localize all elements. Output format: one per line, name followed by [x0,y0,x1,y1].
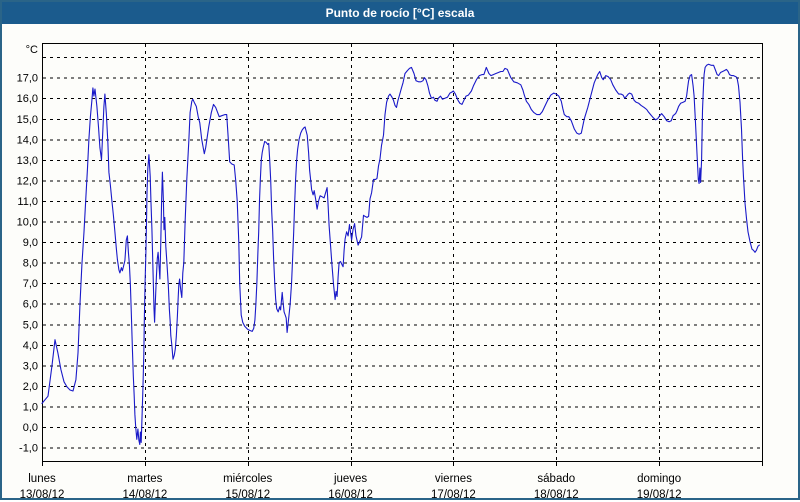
y-axis-tick-label: 3,0 [23,360,38,372]
y-axis-tick-label: 2,0 [23,381,38,393]
y-axis-tick-label: 7,0 [23,278,38,290]
y-axis-tick-label: 17,0 [17,73,38,85]
x-axis-date-label: 16/08/12 [328,489,373,501]
y-axis-tick-label: 16,0 [17,93,38,105]
y-axis-unit-label: °C [26,44,38,56]
y-axis-tick-label: 13,0 [17,155,38,167]
dew-point-series [41,63,760,446]
y-axis-tick-label: 12,0 [17,175,38,187]
y-axis-tick-label: 15,0 [17,114,38,126]
window-title: Punto de rocío [°C] escala [325,6,475,20]
y-axis: °C 17,0 16,0 15,0 14,0 13,0 12,0 11,0 10,0 9,0 8,0… [17,44,38,454]
x-axis-date-label: 17/08/12 [431,489,476,501]
x-axis-day-label: sábado [537,473,575,485]
x-axis-date-label: 19/08/12 [637,489,682,501]
dew-point-series-line [41,63,760,446]
plot-border [42,43,763,462]
y-axis-tick-label: 0,0 [23,422,38,434]
y-axis-tick-label: 10,0 [17,217,38,229]
plot-frame [42,43,763,462]
x-axis-date-label: 18/08/12 [534,489,579,501]
x-axis-day-label: domingo [637,473,681,485]
x-axis-day-label: lunes [28,473,56,485]
x-axis-date-label: 14/08/12 [122,489,167,501]
y-axis-tick-label: 1,0 [23,401,38,413]
y-axis-tick-label: 8,0 [23,258,38,270]
y-axis-tick-label: 6,0 [23,299,38,311]
y-axis-tick-label: -1,0 [19,443,38,455]
x-axis-day-label: martes [127,473,162,485]
x-axis-date-label: 13/08/12 [20,489,65,501]
x-axis-day-label: miércoles [223,473,272,485]
y-axis-tick-label: 14,0 [17,134,38,146]
x-axis-day-label: jueves [333,473,367,485]
title-bar: Punto de rocío [°C] escala [2,2,798,24]
x-axis: lunes 13/08/12 martes 14/08/12 miércoles 15/0… [20,461,763,501]
y-axis-tick-label: 4,0 [23,340,38,352]
x-axis-date-label: 15/08/12 [225,489,270,501]
y-axis-tick-label: 9,0 [23,237,38,249]
x-axis-day-label: viernes [435,473,472,485]
y-axis-tick-label: 5,0 [23,319,38,331]
y-axis-tick-label: 11,0 [17,196,38,208]
gridlines [43,44,761,460]
